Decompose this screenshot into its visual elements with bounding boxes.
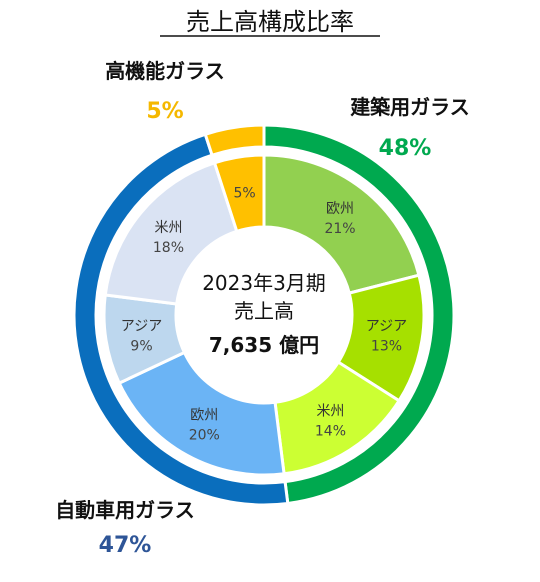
inner-slice-pct-2: 14% <box>315 424 346 440</box>
center-period: 2023年3月期 <box>202 271 326 295</box>
inner-slice-name-3: 欧州 <box>190 408 218 424</box>
outer-label-pct-2: 5% <box>146 99 183 124</box>
inner-slice-name-4: アジア <box>121 318 162 334</box>
center-total: 7,635 億円 <box>209 333 319 357</box>
inner-slice-name-5: 米州 <box>154 220 182 236</box>
inner-slice-pct-6: 5% <box>233 186 255 202</box>
inner-slice-name-0: 欧州 <box>326 201 354 217</box>
inner-slice-pct-1: 13% <box>371 338 402 354</box>
inner-slice-6 <box>212 153 266 234</box>
inner-slice-name-1: アジア <box>366 318 407 334</box>
inner-slice-0 <box>262 153 421 295</box>
outer-label-name-1: 自動車用ガラス <box>55 498 195 522</box>
outer-ring <box>72 123 456 507</box>
inner-slice-pct-4: 9% <box>130 338 152 354</box>
outer-label-pct-1: 47% <box>99 533 152 558</box>
outer-label-name-0: 建築用ガラス <box>350 95 470 119</box>
inner-slice-5 <box>103 160 239 306</box>
outer-label-name-2: 高機能ガラス <box>105 59 225 83</box>
center-label: 売上高 <box>234 299 294 323</box>
inner-labels: 欧州 21% アジア 13% 米州 14% 欧州 20% アジア 9% 米州 18% 5% <box>121 186 407 444</box>
outer-label-pct-0: 48% <box>379 136 432 161</box>
inner-slice-3 <box>117 350 286 477</box>
inner-slice-name-2: 米州 <box>316 404 344 420</box>
inner-ring <box>102 153 426 477</box>
chart-title: 売上高構成比率 <box>186 8 354 36</box>
inner-slice-pct-3: 20% <box>189 428 220 444</box>
outer-slice-2 <box>203 123 266 158</box>
inner-slice-pct-5: 18% <box>153 240 184 256</box>
inner-slice-pct-0: 21% <box>324 221 355 237</box>
